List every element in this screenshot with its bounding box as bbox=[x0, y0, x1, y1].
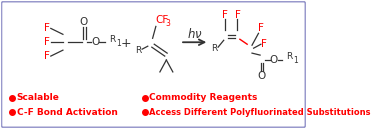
Text: F: F bbox=[234, 10, 240, 20]
Text: $h\nu$: $h\nu$ bbox=[187, 27, 203, 41]
Text: O: O bbox=[270, 55, 278, 65]
Text: F: F bbox=[258, 23, 264, 33]
Text: F: F bbox=[261, 39, 267, 49]
Text: CF: CF bbox=[156, 15, 169, 26]
Text: Access Different Polyfluorinated Substitutions: Access Different Polyfluorinated Substit… bbox=[149, 108, 371, 117]
Text: Scalable: Scalable bbox=[17, 93, 60, 102]
Text: R: R bbox=[109, 35, 115, 44]
Text: O: O bbox=[257, 71, 266, 81]
Text: F: F bbox=[44, 51, 50, 61]
Text: +: + bbox=[121, 37, 131, 50]
Text: R: R bbox=[135, 46, 141, 55]
Text: C-F Bond Activation: C-F Bond Activation bbox=[17, 108, 118, 117]
Text: F: F bbox=[222, 10, 228, 20]
Text: F: F bbox=[44, 23, 50, 33]
Text: O: O bbox=[91, 37, 99, 47]
FancyBboxPatch shape bbox=[2, 2, 305, 127]
Text: O: O bbox=[80, 17, 88, 27]
Text: R: R bbox=[286, 52, 292, 61]
Text: R: R bbox=[211, 44, 217, 53]
Text: Commodity Reagents: Commodity Reagents bbox=[149, 93, 258, 102]
Text: F: F bbox=[44, 37, 50, 47]
Text: 3: 3 bbox=[166, 19, 170, 28]
Text: 1: 1 bbox=[116, 39, 121, 48]
Text: 1: 1 bbox=[293, 56, 298, 64]
